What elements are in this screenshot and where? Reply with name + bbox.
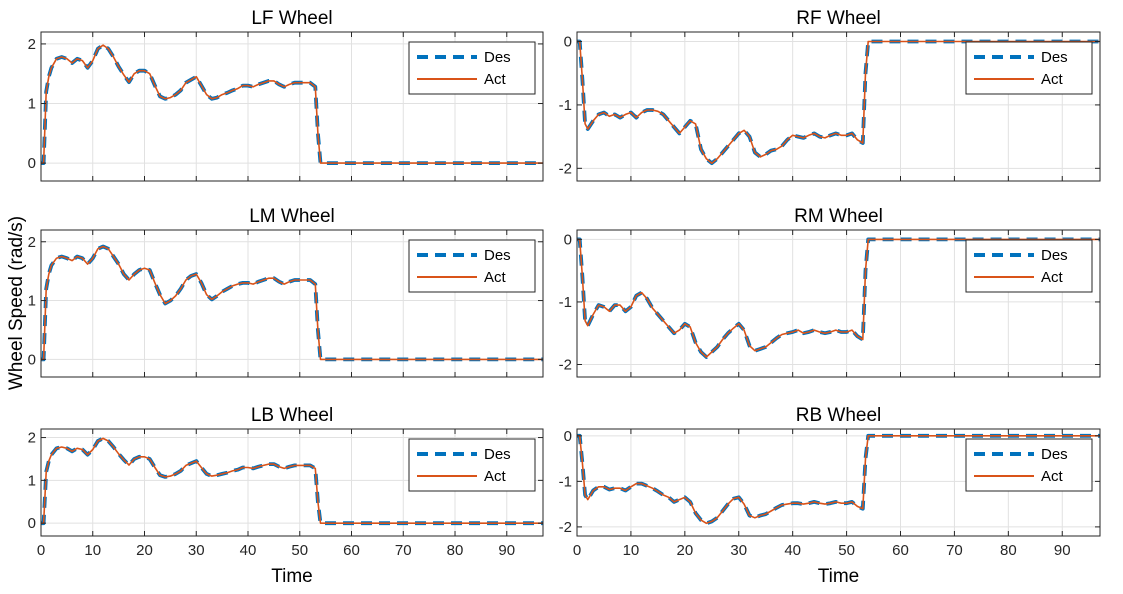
plot-rf-wheel: -2 -1 0 RF Wheel Des Act — [559, 8, 1101, 182]
plot-lm-wheel-y-tick-label: 0 — [28, 351, 36, 368]
plot-rf-wheel-legend-box — [965, 41, 1093, 95]
plot-lf-wheel: 0 1 2 LF Wheel Des Act — [28, 8, 544, 182]
plot-rb-wheel-x-tick-label: 40 — [784, 542, 801, 559]
plot-rb-wheel-y-tick-label: 0 — [564, 428, 572, 445]
plot-lb-wheel-legend: Des Act — [408, 438, 536, 492]
plot-lb-wheel-legend-label-act: Act — [484, 468, 507, 485]
plot-lf-wheel-y-tick-label: 2 — [28, 36, 36, 53]
plot-lm-wheel-legend-label-act: Act — [484, 269, 507, 286]
plot-rb-wheel-x-tick-label: 60 — [892, 542, 909, 559]
plot-rm-wheel-legend-box — [965, 239, 1093, 293]
plot-rb-wheel-y-tick-label: -1 — [559, 473, 572, 490]
plot-rb-wheel-x-axis-label: Time — [818, 566, 860, 587]
plot-rb-wheel-legend-box — [965, 438, 1093, 492]
plot-rm-wheel-y-tick-label: 0 — [564, 231, 572, 248]
plot-lm-wheel-legend: Des Act — [408, 239, 536, 293]
plot-lm-wheel-axes-frame — [40, 229, 544, 378]
plot-rb-wheel-x-tick-label: 10 — [623, 542, 640, 559]
plot-rb-wheel-x-tick-label: 90 — [1054, 542, 1071, 559]
plot-rf-wheel-series-act-line — [577, 40, 1100, 164]
plot-rb-wheel-x-tick-label: 30 — [730, 542, 747, 559]
plot-rm-wheel-axes-frame — [576, 229, 1101, 378]
plot-rb-wheel-legend: Des Act — [965, 438, 1093, 492]
plot-rf-wheel-axes-frame — [576, 31, 1101, 182]
plot-lb-wheel-axes-frame — [40, 428, 544, 537]
plot-rm-wheel-legend-label-act: Act — [1041, 269, 1064, 286]
plot-rb-wheel-x-tick-label: 50 — [838, 542, 855, 559]
plot-rf-wheel-y-tick-label: -1 — [559, 97, 572, 114]
plot-lb-wheel-x-tick-label: 90 — [498, 542, 515, 559]
plot-lm-wheel-y-tick-label: 2 — [28, 234, 36, 251]
plot-lm-wheel-title: LM Wheel — [249, 206, 335, 227]
plot-lb-wheel-legend-label-des: Des — [484, 446, 511, 463]
figure-y-axis-label: Wheel Speed (rad/s) — [6, 216, 27, 390]
plot-lf-wheel-y-tick-label: 0 — [28, 155, 36, 172]
plot-lb-wheel-x-axis-label: Time — [271, 566, 313, 587]
plot-rm-wheel: -2 -1 0 RM Wheel Des Act — [559, 206, 1101, 378]
plot-rb-wheel-x-tick-label: 20 — [676, 542, 693, 559]
plot-rm-wheel-series-act-line — [577, 238, 1100, 358]
plot-lb-wheel: 0 10 20 30 40 50 60 70 80 90 0 1 2 LB Wheel Time Des Act — [28, 405, 544, 587]
plot-rf-wheel-legend-label-des: Des — [1041, 49, 1068, 66]
plot-rb-wheel-legend-label-act: Act — [1041, 468, 1064, 485]
plot-lb-wheel-x-tick-label: 50 — [291, 542, 308, 559]
plot-lb-wheel-x-tick-label: 20 — [136, 542, 153, 559]
plot-lf-wheel-legend-box — [408, 41, 536, 95]
plot-lf-wheel-legend-label-act: Act — [484, 71, 507, 88]
plot-lb-wheel-x-tick-label: 40 — [240, 542, 257, 559]
plot-lb-wheel-y-tick-label: 1 — [28, 472, 36, 489]
plot-rb-wheel-legend-label-des: Des — [1041, 446, 1068, 463]
plot-lf-wheel-series-act-line — [41, 44, 543, 164]
plot-rb-wheel-axes-frame — [576, 428, 1101, 537]
plot-lm-wheel: 0 1 2 LM Wheel Des Act — [28, 206, 544, 378]
plot-rm-wheel-y-tick-label: -1 — [559, 294, 572, 311]
plot-lm-wheel-legend-label-des: Des — [484, 247, 511, 264]
plot-lf-wheel-title: LF Wheel — [251, 8, 332, 29]
plot-lf-wheel-axes-frame — [40, 31, 544, 182]
plot-rm-wheel-title: RM Wheel — [794, 206, 883, 227]
plot-lb-wheel-x-tick-label: 70 — [395, 542, 412, 559]
plot-rb-wheel: 0 10 20 30 40 50 60 70 80 90 -2 -1 0 RB Wheel Time Des A… — [559, 405, 1101, 587]
plot-rf-wheel-y-tick-label: -2 — [559, 160, 572, 177]
plot-rb-wheel-series-act-line — [577, 435, 1100, 525]
plot-lb-wheel-x-tick-label: 0 — [37, 542, 45, 559]
plot-lb-wheel-x-tick-label: 10 — [84, 542, 101, 559]
plot-rm-wheel-legend-label-des: Des — [1041, 247, 1068, 264]
plot-lb-wheel-y-tick-label: 0 — [28, 515, 36, 532]
plot-rf-wheel-title: RF Wheel — [796, 8, 880, 29]
plot-rf-wheel-legend-label-act: Act — [1041, 71, 1064, 88]
plot-lb-wheel-x-tick-label: 60 — [343, 542, 360, 559]
plot-lf-wheel-y-tick-label: 1 — [28, 96, 36, 113]
plot-rb-wheel-x-tick-label: 80 — [1000, 542, 1017, 559]
plot-lb-wheel-x-tick-label: 30 — [188, 542, 205, 559]
plot-lm-wheel-legend-box — [408, 239, 536, 293]
plot-lb-wheel-title: LB Wheel — [251, 405, 333, 426]
plot-rb-wheel-x-tick-label: 70 — [946, 542, 963, 559]
plot-lf-wheel-legend-label-des: Des — [484, 49, 511, 66]
plot-rm-wheel-y-tick-label: -2 — [559, 356, 572, 373]
plot-lm-wheel-series-act-line — [41, 245, 543, 361]
plot-rb-wheel-title: RB Wheel — [796, 405, 882, 426]
plot-rb-wheel-x-tick-label: 0 — [573, 542, 581, 559]
plot-rm-wheel-legend: Des Act — [965, 239, 1093, 293]
plot-lm-wheel-y-tick-label: 1 — [28, 293, 36, 310]
plot-lb-wheel-legend-box — [408, 438, 536, 492]
plot-lb-wheel-series-act-line — [41, 437, 543, 524]
plot-rf-wheel-legend: Des Act — [965, 41, 1093, 95]
plot-lb-wheel-y-tick-label: 2 — [28, 430, 36, 447]
plot-lb-wheel-x-tick-label: 80 — [447, 542, 464, 559]
plot-lf-wheel-legend: Des Act — [408, 41, 536, 95]
plot-rf-wheel-y-tick-label: 0 — [564, 34, 572, 51]
plot-rb-wheel-y-tick-label: -2 — [559, 519, 572, 536]
